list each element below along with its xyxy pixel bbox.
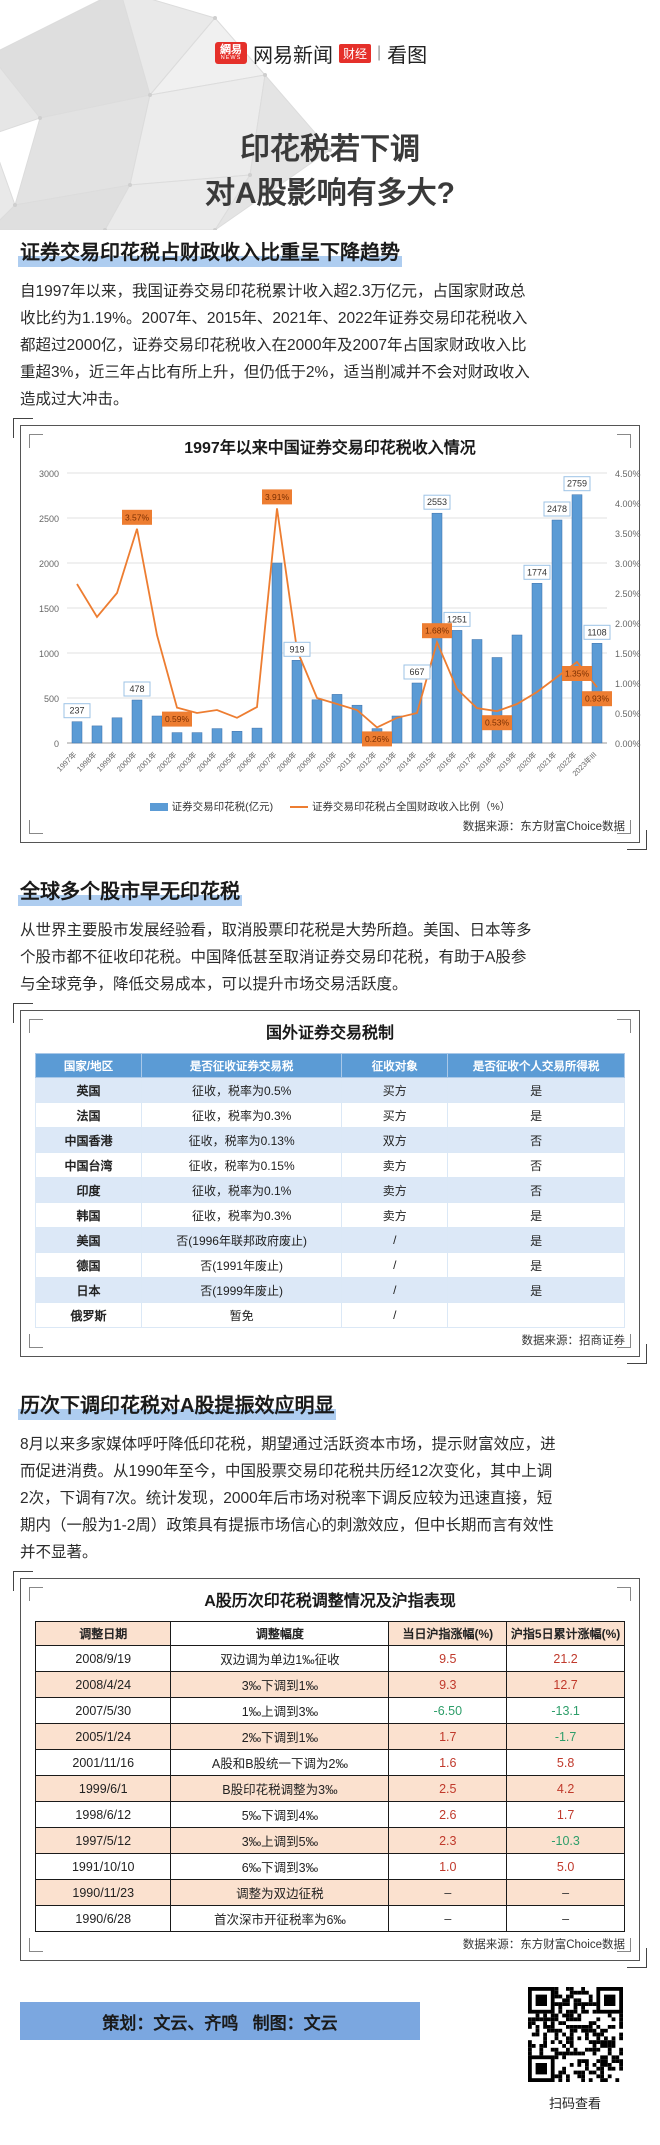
svg-text:2009年: 2009年 xyxy=(294,749,319,774)
svg-text:667: 667 xyxy=(409,667,424,677)
svg-text:1774: 1774 xyxy=(527,567,547,577)
svg-text:3000: 3000 xyxy=(39,469,59,479)
svg-text:2.00%: 2.00% xyxy=(615,619,641,629)
svg-text:478: 478 xyxy=(129,684,144,694)
svg-text:2004年: 2004年 xyxy=(194,749,219,774)
svg-text:2002年: 2002年 xyxy=(154,749,179,774)
svg-text:3.91%: 3.91% xyxy=(265,492,290,502)
svg-text:2012年: 2012年 xyxy=(354,749,379,774)
svg-text:0.50%: 0.50% xyxy=(615,709,641,719)
svg-text:2016年: 2016年 xyxy=(434,749,459,774)
svg-text:2014年: 2014年 xyxy=(394,749,419,774)
svg-text:2021年: 2021年 xyxy=(534,749,559,774)
svg-text:1998年: 1998年 xyxy=(74,749,99,774)
svg-text:2007年: 2007年 xyxy=(254,749,279,774)
svg-text:2018年: 2018年 xyxy=(474,749,499,774)
svg-text:2553: 2553 xyxy=(427,497,447,507)
svg-text:0.93%: 0.93% xyxy=(585,694,610,704)
svg-text:1500: 1500 xyxy=(39,604,59,614)
svg-text:2013年: 2013年 xyxy=(374,749,399,774)
svg-text:1.50%: 1.50% xyxy=(615,649,641,659)
svg-text:2015年: 2015年 xyxy=(414,749,439,774)
svg-text:1.00%: 1.00% xyxy=(615,679,641,689)
svg-text:0.59%: 0.59% xyxy=(165,714,190,724)
svg-text:2011年: 2011年 xyxy=(335,749,359,773)
svg-text:1000: 1000 xyxy=(39,649,59,659)
svg-text:2000年: 2000年 xyxy=(114,749,139,774)
svg-text:3.50%: 3.50% xyxy=(615,529,641,539)
svg-text:1997年: 1997年 xyxy=(54,749,79,774)
svg-text:2017年: 2017年 xyxy=(454,749,479,774)
svg-text:2019年: 2019年 xyxy=(494,749,519,774)
svg-text:2001年: 2001年 xyxy=(134,749,159,774)
svg-text:3.57%: 3.57% xyxy=(125,512,150,522)
svg-text:1108: 1108 xyxy=(587,627,606,637)
svg-text:4.00%: 4.00% xyxy=(615,499,641,509)
svg-text:1.35%: 1.35% xyxy=(565,669,590,679)
svg-text:2.50%: 2.50% xyxy=(615,589,641,599)
svg-text:1251: 1251 xyxy=(447,614,467,624)
svg-text:2003年: 2003年 xyxy=(174,749,199,774)
svg-text:237: 237 xyxy=(69,706,84,716)
svg-text:0.53%: 0.53% xyxy=(485,718,510,728)
svg-text:2005年: 2005年 xyxy=(214,749,239,774)
svg-text:2500: 2500 xyxy=(39,514,59,524)
svg-text:919: 919 xyxy=(289,644,304,654)
svg-text:2759: 2759 xyxy=(567,479,587,489)
svg-text:2020年: 2020年 xyxy=(514,749,539,774)
svg-text:0.00%: 0.00% xyxy=(615,739,641,749)
svg-text:1.68%: 1.68% xyxy=(425,626,450,636)
svg-text:1999年: 1999年 xyxy=(94,749,119,774)
svg-text:2006年: 2006年 xyxy=(234,749,259,774)
svg-text:0: 0 xyxy=(54,739,59,749)
svg-text:2008年: 2008年 xyxy=(274,749,299,774)
svg-text:2478: 2478 xyxy=(547,504,567,514)
svg-text:2000: 2000 xyxy=(39,559,59,569)
svg-text:0.26%: 0.26% xyxy=(365,734,390,744)
svg-text:3.00%: 3.00% xyxy=(615,559,641,569)
svg-text:4.50%: 4.50% xyxy=(615,469,641,479)
svg-text:2010年: 2010年 xyxy=(314,749,339,774)
svg-text:500: 500 xyxy=(44,694,59,704)
